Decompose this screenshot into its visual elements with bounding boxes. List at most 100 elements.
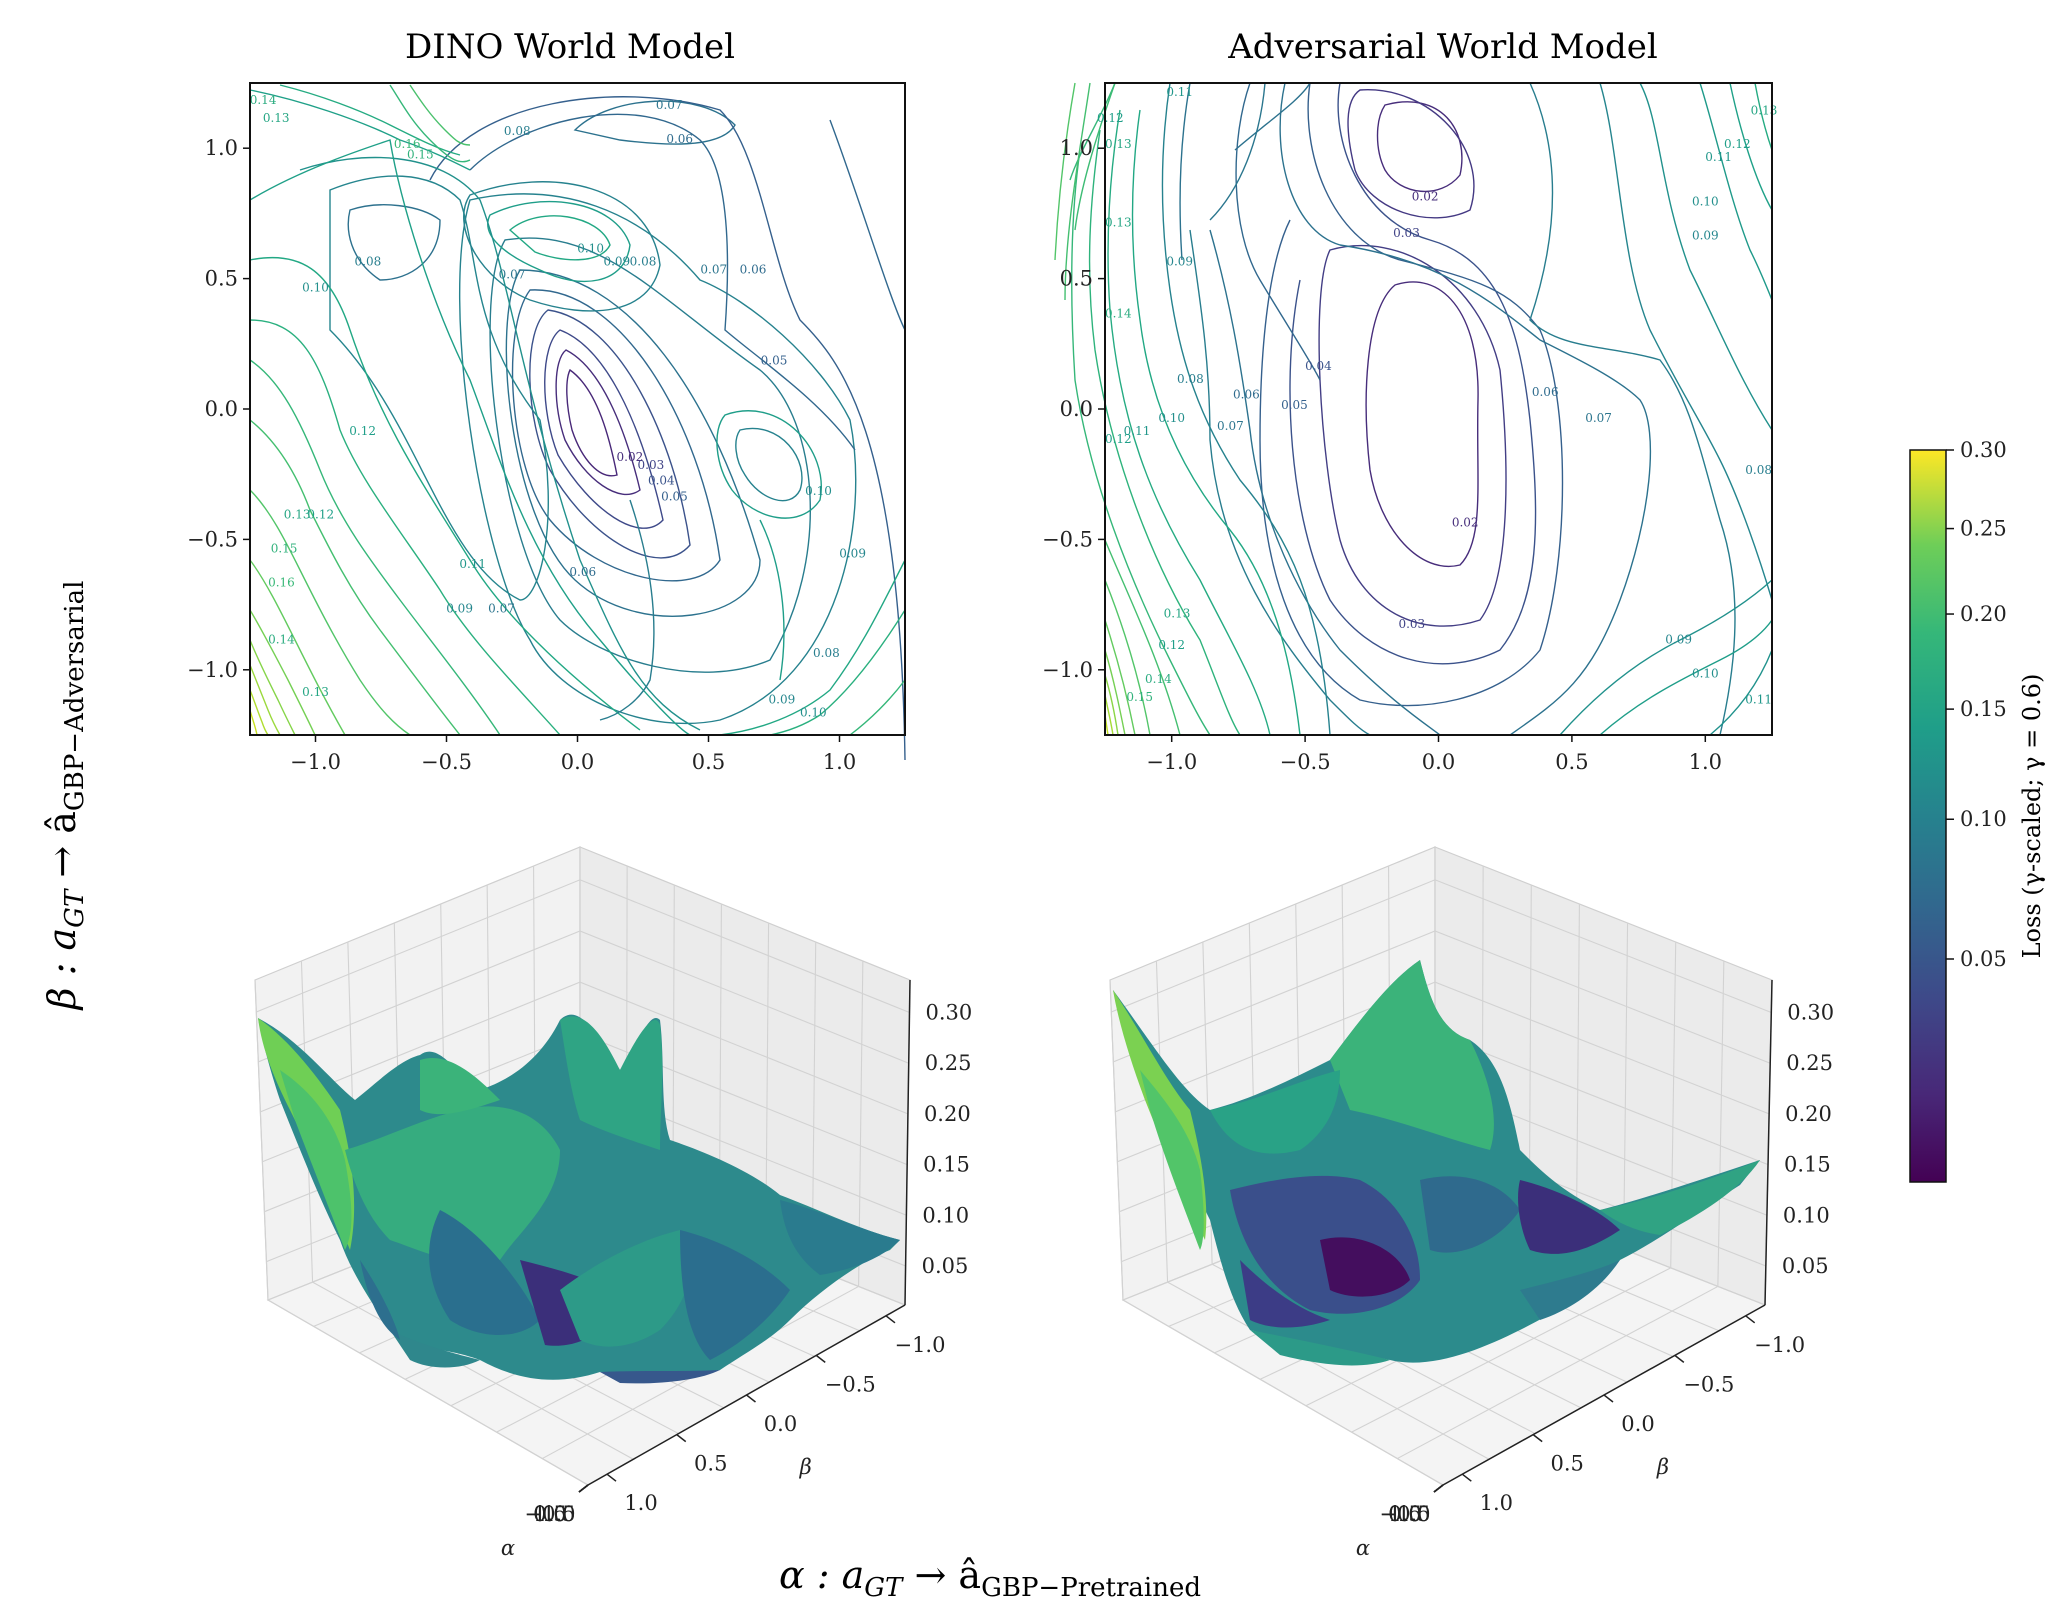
y-tick-label: 1.0 xyxy=(1060,136,1093,160)
z-tick-label: 0.15 xyxy=(1784,1153,1831,1177)
contour-label: 0.07 xyxy=(1585,411,1612,425)
z-tick-label: 0.30 xyxy=(1787,1001,1834,1025)
contour-line xyxy=(1209,229,1441,736)
z-gridline xyxy=(1111,879,1772,1014)
contour-line xyxy=(249,256,641,731)
gridline xyxy=(254,979,269,1301)
surface-region xyxy=(680,1230,790,1360)
contour-line xyxy=(1347,89,1475,219)
surface-region xyxy=(560,1016,663,1150)
contour-label: 0.04 xyxy=(648,474,675,488)
x-tick-label: 0.5 xyxy=(692,750,725,774)
title-adversarial: Adversarial World Model xyxy=(1227,27,1658,67)
z-tick-label: 0.20 xyxy=(1785,1102,1832,1126)
contour-line xyxy=(1279,82,1652,736)
contour-label: 0.12 xyxy=(1097,111,1124,125)
gridline xyxy=(1717,960,1725,1287)
contour-line xyxy=(573,100,736,145)
contour-label: 0.13 xyxy=(302,685,329,699)
surface-region xyxy=(1330,960,1494,1150)
x-tick-label: −1.0 xyxy=(290,750,341,774)
beta-tick-label: −1.0 xyxy=(1754,1333,1805,1357)
colorbar-ticks: 0.05 0.10 0.15 0.20 0.25 0.30 xyxy=(1946,438,2007,971)
contour-lines-dino xyxy=(249,84,906,761)
z-gridline xyxy=(260,981,909,1115)
surface-region xyxy=(1320,1237,1410,1297)
contour-line xyxy=(1699,82,1773,301)
alpha-tick-label: −0.5 xyxy=(1380,1502,1431,1526)
gridline xyxy=(1397,1285,1719,1460)
contour-line xyxy=(429,96,906,761)
contour-line xyxy=(1729,82,1773,211)
contour-label: 0.08 xyxy=(813,646,840,660)
contour-line xyxy=(249,639,296,736)
alpha-tick-label: 0.5 xyxy=(533,1502,566,1526)
contour-line xyxy=(249,609,316,736)
beta-tick-label: 0.5 xyxy=(1550,1452,1583,1476)
shared-y-label-sub2: GBP−Adversarial xyxy=(60,581,90,811)
contour-label: 0.03 xyxy=(1398,617,1425,631)
contour-label: 0.10 xyxy=(577,242,604,256)
colorbar-label: Loss (γ-scaled; γ = 0.6) xyxy=(2018,674,2046,959)
contour-line xyxy=(735,427,803,502)
ticks-dino: −1.0 −0.5 0.0 0.5 1.0 −1.0 −0.5 0.0 0.5 1.0 xyxy=(187,136,856,774)
surface-region xyxy=(390,1330,480,1368)
contour-label: 0.09 xyxy=(839,547,866,561)
contour-line xyxy=(769,609,906,736)
gridline xyxy=(1167,1281,1490,1460)
surface-region xyxy=(560,1230,691,1347)
contour-label: 0.10 xyxy=(800,706,827,720)
shared-x-label-sub1: GT xyxy=(864,1573,904,1603)
colorbar-tick-label: 0.10 xyxy=(1960,807,2007,831)
x-tick-label: 0.0 xyxy=(1422,750,1455,774)
contour-label: 0.08 xyxy=(1177,372,1204,386)
contour-label: 0.09 xyxy=(603,255,630,269)
y-tick-label: −1.0 xyxy=(1042,658,1093,682)
contour-label: 0.12 xyxy=(349,424,376,438)
contour-line xyxy=(544,329,664,529)
x-tick-label: 1.0 xyxy=(823,750,856,774)
z-tick-label: 0.10 xyxy=(922,1203,969,1227)
beta-tick-label: 0.0 xyxy=(764,1412,797,1436)
contour-line xyxy=(1054,82,1076,261)
surface-region xyxy=(1240,1260,1330,1328)
surface-region xyxy=(1520,1260,1620,1320)
colorbar-tick-label: 0.15 xyxy=(1960,697,2007,721)
contour-line xyxy=(487,200,631,282)
x-tick-label: 1.0 xyxy=(1689,750,1722,774)
contour-line xyxy=(249,664,281,736)
contour-label: 0.13 xyxy=(1105,215,1132,229)
contour-line xyxy=(249,689,269,736)
contour-line xyxy=(458,193,857,725)
alpha-tick-label: 0.0 xyxy=(533,1502,566,1526)
surface-region xyxy=(1250,1330,1390,1366)
contour-label: 0.16 xyxy=(268,575,295,589)
z-gridline xyxy=(1115,981,1770,1115)
contour-line xyxy=(249,359,501,736)
surface-region xyxy=(429,1210,540,1335)
contour-line xyxy=(849,679,906,736)
z-axis-line xyxy=(1764,979,1773,1306)
x-tick-label: 0.0 xyxy=(561,750,594,774)
gridline xyxy=(312,1281,634,1460)
shared-y-label-main: β : a xyxy=(40,928,84,1012)
y-tick-label: 0.0 xyxy=(205,397,238,421)
gridline xyxy=(1528,884,1532,1213)
alpha-tick-label: −0.5 xyxy=(525,1502,576,1526)
z-axis-line xyxy=(904,979,911,1306)
shared-y-label-sub1: GT xyxy=(60,888,90,928)
contour-label: 0.15 xyxy=(1126,690,1153,704)
contour-line xyxy=(566,368,618,477)
y-tick-label: −1.0 xyxy=(187,658,238,682)
surface-region xyxy=(1420,1176,1520,1253)
contour-labels-adversarial: 0.110.120.130.020.030.130.120.110.100.09… xyxy=(1097,85,1777,707)
contour-label: 0.14 xyxy=(1145,672,1172,686)
beta-tick-mark xyxy=(606,1473,617,1482)
shared-y-label: β : aGT → âGBP−Adversarial xyxy=(40,581,90,1012)
contour-line xyxy=(1709,649,1773,736)
alpha-tick-label: −1.0 xyxy=(1380,1502,1431,1526)
contour-line xyxy=(1179,82,1191,261)
colorbar-tick-label: 0.05 xyxy=(1960,947,2007,971)
contour-line xyxy=(1071,149,1211,736)
